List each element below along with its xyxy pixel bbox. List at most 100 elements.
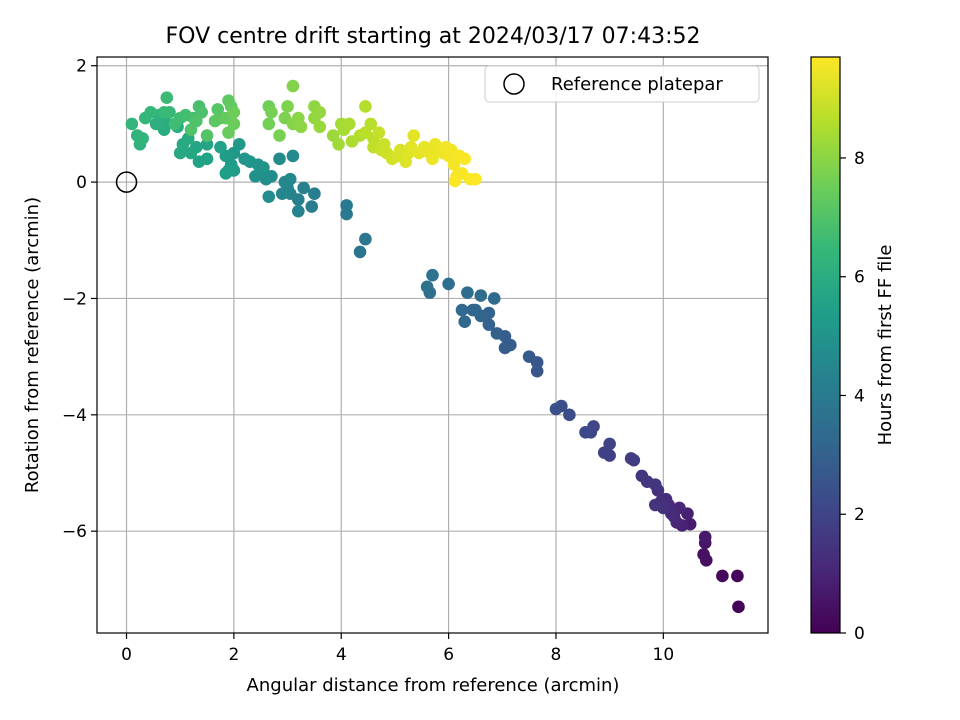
data-point [731, 569, 744, 583]
y-tick-label: −6 [62, 522, 87, 542]
y-axis-ticks: −6 −4 −2 0 2 [62, 57, 97, 542]
x-tick-label: 10 [653, 645, 675, 665]
data-point [208, 114, 222, 128]
data-point [227, 117, 241, 131]
data-point [275, 187, 289, 201]
colorbar-tick-label: 8 [854, 149, 865, 169]
data-point [353, 245, 367, 259]
data-point [332, 137, 345, 151]
data-point [474, 289, 488, 302]
data-point [455, 303, 469, 317]
data-point [283, 172, 297, 186]
legend-box [484, 65, 760, 103]
data-point [530, 364, 544, 378]
data-point [469, 172, 482, 186]
data-point [490, 327, 504, 340]
colorbar-label: Hours from first FF file [875, 245, 896, 446]
data-point [294, 120, 308, 134]
data-point [579, 425, 592, 439]
colorbar-ticks: 0 2 4 6 8 [840, 149, 865, 644]
colorbar-tick-label: 4 [854, 386, 865, 406]
legend: Reference platepar [484, 65, 760, 103]
data-point [144, 105, 157, 119]
data-point [549, 402, 563, 416]
x-axis-ticks: 0 2 4 6 8 10 [121, 633, 674, 665]
colorbar-tick-label: 2 [854, 505, 865, 525]
data-point [340, 199, 353, 212]
data-point [372, 126, 386, 139]
legend-open-circle-marker [503, 73, 525, 95]
data-points [125, 79, 745, 614]
data-point [448, 174, 462, 188]
data-point [265, 105, 278, 119]
data-point [359, 100, 372, 113]
data-point [603, 437, 616, 451]
data-point [125, 117, 139, 131]
data-point [461, 286, 474, 299]
data-point [249, 169, 262, 183]
data-point [136, 132, 149, 145]
x-axis-label: Angular distance from reference (arcmin) [247, 675, 620, 696]
y-axis-label: Rotation from reference (arcmin) [22, 197, 43, 493]
data-point [698, 530, 712, 544]
x-tick-label: 8 [551, 645, 562, 665]
data-point [184, 123, 198, 137]
reference-marker-group [115, 171, 138, 193]
data-point [716, 569, 729, 583]
data-point [458, 152, 472, 166]
data-point [487, 292, 501, 305]
data-point [262, 117, 276, 131]
data-point [262, 190, 276, 203]
data-point [160, 91, 174, 105]
reference-platepar-marker [115, 171, 138, 193]
data-point [522, 350, 536, 363]
data-point [238, 152, 251, 166]
data-point [442, 277, 455, 291]
colorbar: 0 2 4 6 8 Hours from first FF file [810, 56, 896, 644]
data-point [426, 268, 439, 282]
x-tick-label: 0 [121, 645, 132, 665]
data-point [627, 453, 641, 467]
data-point [227, 105, 241, 119]
data-point [469, 303, 482, 317]
data-point [273, 129, 286, 142]
data-point [342, 117, 356, 131]
data-point [281, 100, 294, 113]
data-point [635, 469, 649, 483]
data-point [340, 207, 353, 221]
data-point [563, 408, 576, 422]
data-point [407, 129, 421, 142]
data-point [313, 105, 327, 119]
data-point [200, 137, 214, 151]
data-point [308, 187, 321, 201]
data-point [219, 167, 233, 180]
data-point [313, 120, 327, 134]
y-tick-label: −4 [62, 406, 87, 426]
data-point [292, 204, 305, 218]
data-point [192, 155, 206, 169]
data-point [426, 152, 439, 166]
data-point [286, 79, 300, 93]
data-point [297, 181, 310, 195]
colorbar-gradient [810, 56, 841, 634]
plot-frame [96, 56, 769, 634]
data-point [359, 232, 372, 246]
y-tick-label: −2 [62, 289, 87, 309]
legend-label: Reference platepar [551, 74, 723, 95]
y-tick-label: 2 [76, 57, 87, 77]
data-point [482, 318, 496, 331]
data-point [498, 341, 512, 355]
data-point [648, 498, 662, 512]
data-point [200, 129, 214, 142]
data-point [458, 315, 472, 329]
colorbar-tick-label: 6 [854, 268, 865, 288]
chart-title: FOV centre drift starting at 2024/03/17 … [166, 24, 701, 49]
data-point [420, 280, 434, 294]
x-tick-label: 4 [336, 645, 347, 665]
data-point [732, 600, 745, 614]
data-point [184, 146, 198, 160]
data-point [697, 548, 710, 561]
x-tick-label: 2 [228, 645, 239, 665]
y-tick-label: 0 [76, 173, 87, 193]
